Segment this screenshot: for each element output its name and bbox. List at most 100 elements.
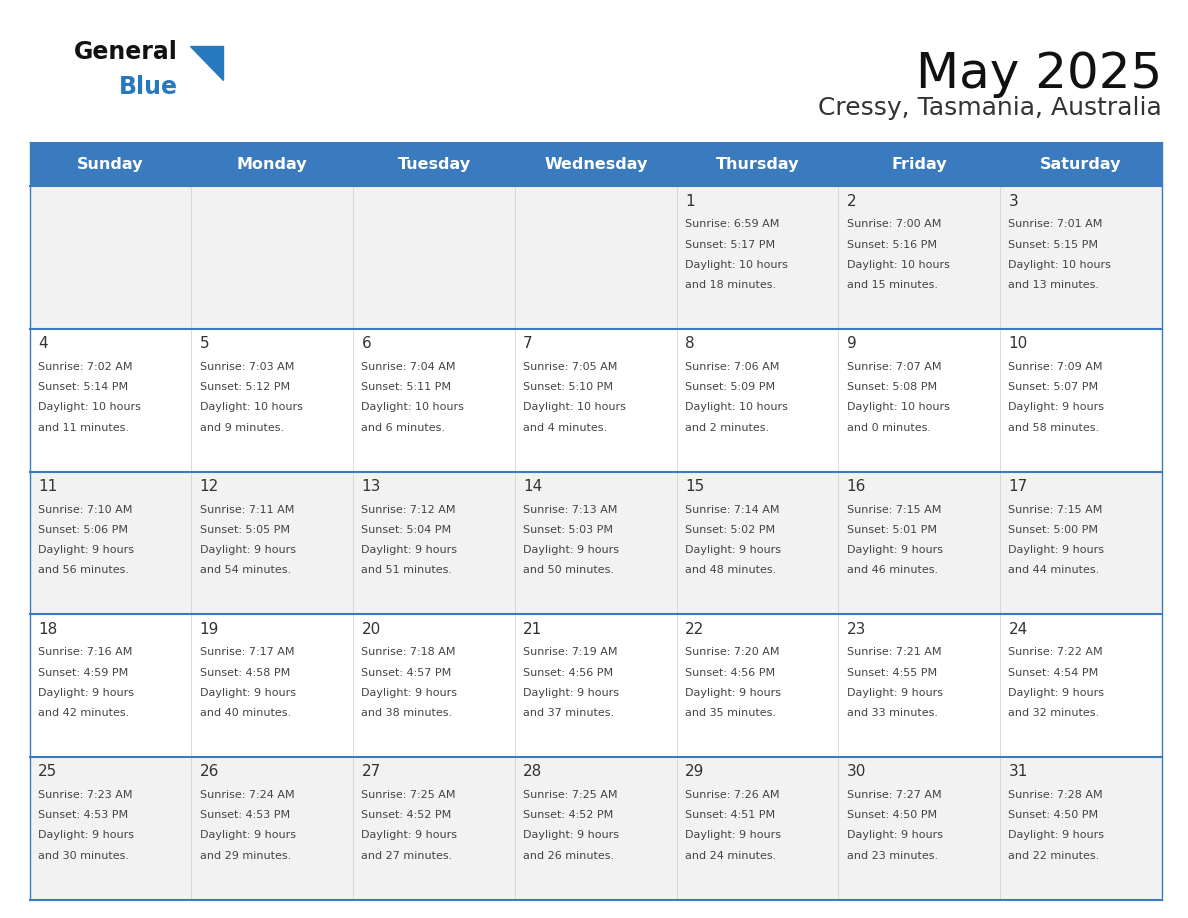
Text: Sunset: 4:50 PM: Sunset: 4:50 PM — [1009, 811, 1099, 820]
Text: 21: 21 — [523, 621, 543, 637]
Bar — [30, 186, 1162, 329]
Text: and 2 minutes.: and 2 minutes. — [685, 422, 769, 432]
Text: Sunset: 4:58 PM: Sunset: 4:58 PM — [200, 667, 290, 677]
Text: and 37 minutes.: and 37 minutes. — [523, 708, 614, 718]
Text: and 54 minutes.: and 54 minutes. — [200, 565, 291, 576]
Text: Sunrise: 7:27 AM: Sunrise: 7:27 AM — [847, 790, 941, 800]
Text: and 51 minutes.: and 51 minutes. — [361, 565, 453, 576]
Text: Daylight: 9 hours: Daylight: 9 hours — [361, 545, 457, 555]
Text: and 9 minutes.: and 9 minutes. — [200, 422, 284, 432]
Text: Daylight: 10 hours: Daylight: 10 hours — [685, 402, 788, 412]
Text: Sunrise: 7:17 AM: Sunrise: 7:17 AM — [200, 647, 295, 657]
Text: and 23 minutes.: and 23 minutes. — [847, 851, 937, 860]
Text: 2: 2 — [847, 194, 857, 208]
Text: Tuesday: Tuesday — [398, 157, 470, 172]
Bar — [30, 472, 1162, 614]
Text: 28: 28 — [523, 765, 543, 779]
Text: and 18 minutes.: and 18 minutes. — [685, 280, 776, 290]
Text: Daylight: 10 hours: Daylight: 10 hours — [38, 402, 141, 412]
Text: Sunrise: 7:13 AM: Sunrise: 7:13 AM — [523, 505, 618, 515]
Text: and 27 minutes.: and 27 minutes. — [361, 851, 453, 860]
Text: and 22 minutes.: and 22 minutes. — [1009, 851, 1100, 860]
Text: 14: 14 — [523, 479, 543, 494]
Text: Daylight: 9 hours: Daylight: 9 hours — [685, 831, 781, 840]
Text: 5: 5 — [200, 336, 209, 352]
Text: General: General — [74, 40, 177, 64]
Text: Sunset: 5:17 PM: Sunset: 5:17 PM — [685, 240, 775, 250]
Text: Sunrise: 7:16 AM: Sunrise: 7:16 AM — [38, 647, 132, 657]
Text: 6: 6 — [361, 336, 371, 352]
Text: Sunrise: 7:03 AM: Sunrise: 7:03 AM — [200, 362, 295, 372]
Text: 18: 18 — [38, 621, 57, 637]
Text: Sunrise: 7:22 AM: Sunrise: 7:22 AM — [1009, 647, 1104, 657]
Text: Sunset: 5:05 PM: Sunset: 5:05 PM — [200, 525, 290, 535]
Text: 31: 31 — [1009, 765, 1028, 779]
Text: 4: 4 — [38, 336, 48, 352]
Text: Sunset: 4:55 PM: Sunset: 4:55 PM — [847, 667, 937, 677]
Text: Daylight: 9 hours: Daylight: 9 hours — [361, 688, 457, 698]
Text: and 38 minutes.: and 38 minutes. — [361, 708, 453, 718]
Text: Daylight: 9 hours: Daylight: 9 hours — [38, 688, 134, 698]
Text: Sunset: 5:15 PM: Sunset: 5:15 PM — [1009, 240, 1099, 250]
Text: 9: 9 — [847, 336, 857, 352]
Text: 17: 17 — [1009, 479, 1028, 494]
Text: and 40 minutes.: and 40 minutes. — [200, 708, 291, 718]
Text: Daylight: 9 hours: Daylight: 9 hours — [523, 688, 619, 698]
Bar — [30, 614, 1162, 757]
Text: Sunrise: 7:26 AM: Sunrise: 7:26 AM — [685, 790, 779, 800]
Text: Daylight: 9 hours: Daylight: 9 hours — [523, 545, 619, 555]
Text: and 35 minutes.: and 35 minutes. — [685, 708, 776, 718]
Text: Daylight: 9 hours: Daylight: 9 hours — [1009, 688, 1105, 698]
Text: Daylight: 9 hours: Daylight: 9 hours — [200, 831, 296, 840]
Text: Daylight: 10 hours: Daylight: 10 hours — [685, 260, 788, 270]
Text: and 15 minutes.: and 15 minutes. — [847, 280, 937, 290]
Text: Sunset: 4:57 PM: Sunset: 4:57 PM — [361, 667, 451, 677]
Text: Sunrise: 7:24 AM: Sunrise: 7:24 AM — [200, 790, 295, 800]
Text: Sunrise: 7:09 AM: Sunrise: 7:09 AM — [1009, 362, 1102, 372]
Text: Sunset: 5:09 PM: Sunset: 5:09 PM — [685, 382, 775, 392]
Text: 30: 30 — [847, 765, 866, 779]
Text: Daylight: 10 hours: Daylight: 10 hours — [361, 402, 465, 412]
Text: and 48 minutes.: and 48 minutes. — [685, 565, 776, 576]
Text: 20: 20 — [361, 621, 380, 637]
Text: Sunset: 5:11 PM: Sunset: 5:11 PM — [361, 382, 451, 392]
Text: and 56 minutes.: and 56 minutes. — [38, 565, 129, 576]
Text: Sunrise: 7:02 AM: Sunrise: 7:02 AM — [38, 362, 133, 372]
Text: and 4 minutes.: and 4 minutes. — [523, 422, 607, 432]
Text: Sunrise: 7:25 AM: Sunrise: 7:25 AM — [523, 790, 618, 800]
Text: Sunrise: 7:15 AM: Sunrise: 7:15 AM — [847, 505, 941, 515]
Text: and 46 minutes.: and 46 minutes. — [847, 565, 937, 576]
Text: Sunrise: 7:14 AM: Sunrise: 7:14 AM — [685, 505, 779, 515]
Text: Daylight: 9 hours: Daylight: 9 hours — [523, 831, 619, 840]
Text: Sunset: 4:52 PM: Sunset: 4:52 PM — [361, 811, 451, 820]
Text: Sunset: 5:08 PM: Sunset: 5:08 PM — [847, 382, 937, 392]
Text: 13: 13 — [361, 479, 381, 494]
Text: Sunrise: 7:05 AM: Sunrise: 7:05 AM — [523, 362, 618, 372]
Text: Sunrise: 7:12 AM: Sunrise: 7:12 AM — [361, 505, 456, 515]
Text: Sunset: 5:12 PM: Sunset: 5:12 PM — [200, 382, 290, 392]
Text: Daylight: 9 hours: Daylight: 9 hours — [1009, 402, 1105, 412]
Text: Daylight: 9 hours: Daylight: 9 hours — [685, 688, 781, 698]
Text: Sunset: 4:50 PM: Sunset: 4:50 PM — [847, 811, 937, 820]
Text: Sunset: 4:52 PM: Sunset: 4:52 PM — [523, 811, 613, 820]
Text: Sunset: 4:56 PM: Sunset: 4:56 PM — [523, 667, 613, 677]
Text: Blue: Blue — [119, 75, 178, 99]
Text: Sunset: 4:53 PM: Sunset: 4:53 PM — [200, 811, 290, 820]
Text: Wednesday: Wednesday — [544, 157, 647, 172]
Text: Thursday: Thursday — [715, 157, 800, 172]
Text: Sunset: 5:04 PM: Sunset: 5:04 PM — [361, 525, 451, 535]
Text: 11: 11 — [38, 479, 57, 494]
Text: Friday: Friday — [891, 157, 947, 172]
Text: Daylight: 9 hours: Daylight: 9 hours — [1009, 545, 1105, 555]
Text: Daylight: 9 hours: Daylight: 9 hours — [200, 688, 296, 698]
Text: and 58 minutes.: and 58 minutes. — [1009, 422, 1100, 432]
Text: and 30 minutes.: and 30 minutes. — [38, 851, 129, 860]
Text: Daylight: 9 hours: Daylight: 9 hours — [38, 545, 134, 555]
Text: Sunset: 5:03 PM: Sunset: 5:03 PM — [523, 525, 613, 535]
Text: Daylight: 10 hours: Daylight: 10 hours — [847, 402, 949, 412]
Polygon shape — [190, 46, 223, 80]
Text: and 33 minutes.: and 33 minutes. — [847, 708, 937, 718]
Text: Sunrise: 6:59 AM: Sunrise: 6:59 AM — [685, 219, 779, 230]
Text: Daylight: 9 hours: Daylight: 9 hours — [361, 831, 457, 840]
Text: Daylight: 9 hours: Daylight: 9 hours — [200, 545, 296, 555]
